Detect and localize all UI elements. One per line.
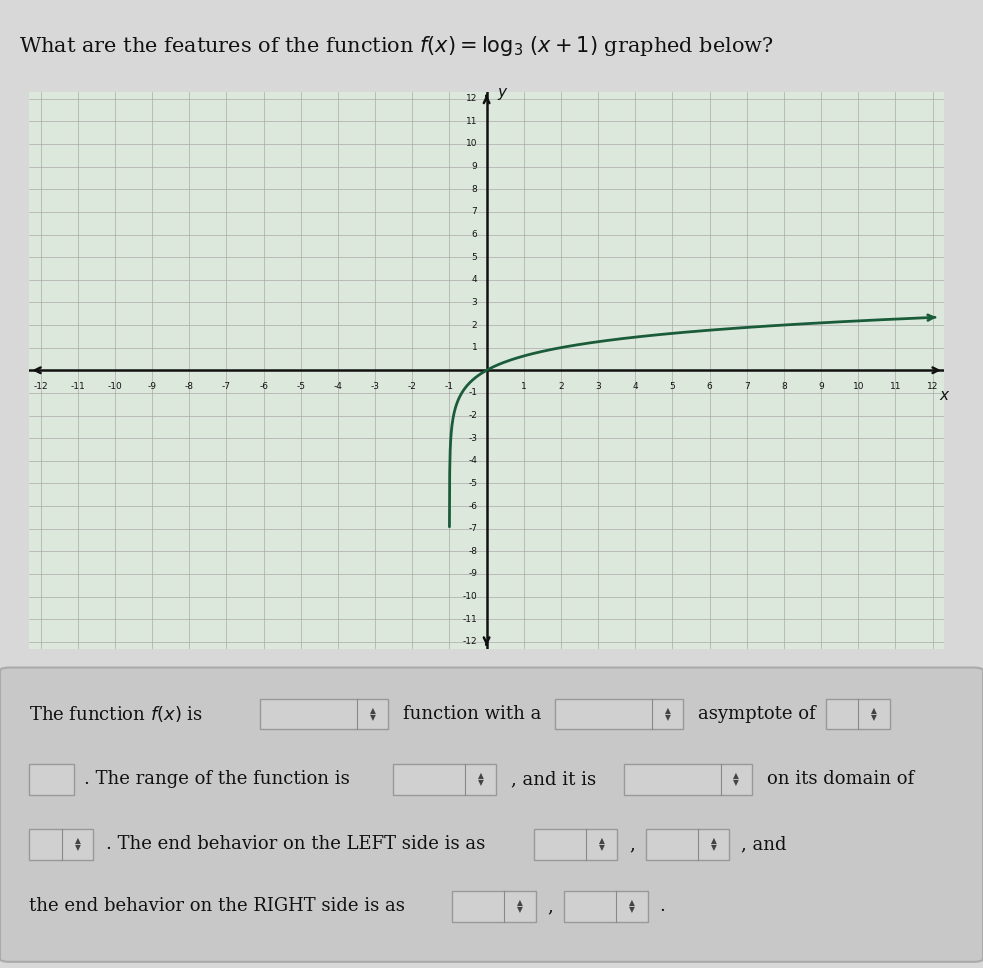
FancyBboxPatch shape (29, 829, 93, 860)
Text: 8: 8 (781, 381, 786, 390)
Text: ▼: ▼ (478, 778, 484, 787)
Text: -10: -10 (107, 381, 122, 390)
Text: the end behavior on the RIGHT side is as: the end behavior on the RIGHT side is as (29, 897, 405, 915)
FancyBboxPatch shape (534, 829, 617, 860)
FancyBboxPatch shape (0, 668, 983, 962)
Text: 12: 12 (927, 381, 938, 390)
Text: 12: 12 (466, 94, 478, 104)
Text: , and: , and (741, 835, 786, 853)
Text: 6: 6 (707, 381, 713, 390)
Text: on its domain of: on its domain of (767, 771, 914, 788)
Text: 4: 4 (632, 381, 638, 390)
Text: -1: -1 (468, 388, 478, 398)
FancyBboxPatch shape (393, 764, 496, 795)
Text: , and it is: , and it is (511, 771, 597, 788)
Text: ▼: ▼ (599, 843, 605, 852)
Text: -2: -2 (469, 411, 478, 420)
Text: 2: 2 (472, 320, 478, 329)
Text: What are the features of the function $f(x) = \log_3\,(x+1)$ graphed below?: What are the features of the function $f… (20, 34, 775, 58)
Text: 6: 6 (472, 230, 478, 239)
Text: -5: -5 (468, 479, 478, 488)
Text: ▼: ▼ (711, 843, 717, 852)
Text: The function $f(x)$ is: The function $f(x)$ is (29, 704, 203, 724)
Text: 1: 1 (521, 381, 527, 390)
Text: ,: , (548, 897, 553, 915)
Text: -4: -4 (469, 456, 478, 466)
Text: -7: -7 (222, 381, 231, 390)
Text: -9: -9 (147, 381, 156, 390)
Text: 5: 5 (669, 381, 675, 390)
Text: 9: 9 (818, 381, 824, 390)
Text: -3: -3 (371, 381, 379, 390)
Text: -12: -12 (33, 381, 48, 390)
Text: -2: -2 (408, 381, 417, 390)
Text: ▲: ▲ (733, 771, 739, 780)
Text: 3: 3 (472, 298, 478, 307)
Text: 7: 7 (472, 207, 478, 217)
Text: asymptote of: asymptote of (698, 705, 816, 723)
Text: ▲: ▲ (478, 771, 484, 780)
Text: ▲: ▲ (629, 898, 635, 907)
Text: -3: -3 (468, 434, 478, 442)
Text: . The end behavior on the LEFT side is as: . The end behavior on the LEFT side is a… (106, 835, 486, 853)
FancyBboxPatch shape (624, 764, 752, 795)
Text: 4: 4 (472, 275, 478, 285)
Text: ▲: ▲ (711, 836, 717, 845)
Text: function with a: function with a (403, 705, 542, 723)
Text: ▼: ▼ (75, 843, 81, 852)
FancyBboxPatch shape (646, 829, 729, 860)
FancyBboxPatch shape (452, 891, 536, 922)
Text: 9: 9 (472, 162, 478, 171)
Text: -8: -8 (468, 547, 478, 556)
Text: -7: -7 (468, 524, 478, 533)
Text: 5: 5 (472, 253, 478, 261)
Text: ▲: ▲ (665, 706, 670, 714)
Text: x: x (939, 388, 949, 404)
Text: -1: -1 (445, 381, 454, 390)
Text: ▼: ▼ (629, 905, 635, 914)
Text: ▼: ▼ (665, 713, 670, 722)
Text: 10: 10 (466, 139, 478, 148)
Text: ▲: ▲ (370, 706, 376, 714)
FancyBboxPatch shape (826, 699, 890, 730)
FancyBboxPatch shape (564, 891, 648, 922)
FancyBboxPatch shape (29, 764, 74, 795)
Text: -11: -11 (463, 615, 478, 623)
Text: -11: -11 (71, 381, 86, 390)
Text: -6: -6 (468, 501, 478, 510)
Text: ▲: ▲ (517, 898, 523, 907)
Text: ▲: ▲ (871, 706, 877, 714)
Text: y: y (497, 85, 506, 100)
Text: ▲: ▲ (599, 836, 605, 845)
Text: .: . (660, 897, 665, 915)
Text: ▼: ▼ (370, 713, 376, 722)
Text: 11: 11 (466, 117, 478, 126)
Text: -12: -12 (463, 637, 478, 647)
Text: 7: 7 (744, 381, 750, 390)
Text: 11: 11 (890, 381, 901, 390)
Text: -10: -10 (463, 592, 478, 601)
Text: -8: -8 (185, 381, 194, 390)
Text: ▼: ▼ (871, 713, 877, 722)
Text: . The range of the function is: . The range of the function is (84, 771, 349, 788)
Text: 1: 1 (472, 343, 478, 352)
Text: ▼: ▼ (517, 905, 523, 914)
Text: -5: -5 (296, 381, 306, 390)
FancyBboxPatch shape (260, 699, 388, 730)
Text: -4: -4 (333, 381, 342, 390)
Text: -9: -9 (468, 569, 478, 579)
Text: 2: 2 (558, 381, 563, 390)
Text: ▼: ▼ (733, 778, 739, 787)
Text: ,: , (629, 835, 635, 853)
Text: -6: -6 (260, 381, 268, 390)
Text: 10: 10 (852, 381, 864, 390)
Text: 3: 3 (595, 381, 601, 390)
FancyBboxPatch shape (555, 699, 683, 730)
Text: ▲: ▲ (75, 836, 81, 845)
Text: 8: 8 (472, 185, 478, 194)
